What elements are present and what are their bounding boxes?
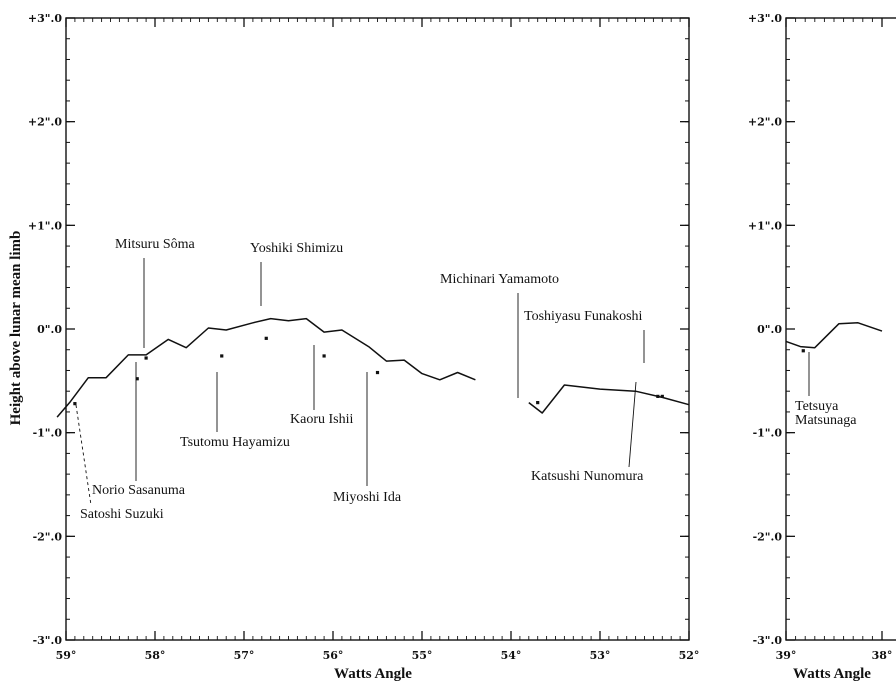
main-y-tick-label: +2".0 [28, 116, 62, 129]
inset-y-tick-label: 0".0 [757, 323, 782, 336]
inset-ticks-layer: +3".0 +2".0 +1".0 0".0 -1".0 -2".0 -3".0 39° 38° [748, 12, 893, 662]
inset-y-tick-label: +2".0 [748, 116, 782, 129]
main-observation-point [322, 354, 326, 358]
main-x-tick-label: 58° [145, 649, 166, 662]
main-limb-profile-line [56, 317, 476, 418]
main-y-tick-label: 0".0 [37, 323, 62, 336]
x-axis-title: Watts Angle [334, 666, 412, 682]
observer-label-tsutomu-hayamizu: Tsutomu Hayamizu [180, 435, 290, 450]
observer-label-tetsuya-matsunaga-line2: Matsunaga [795, 413, 857, 428]
inset-y-tick-label: +1".0 [748, 219, 782, 232]
main-y-tick-label: +1".0 [28, 219, 62, 232]
main-observation-point [375, 370, 380, 375]
observer-label-miyoshi-ida: Miyoshi Ida [333, 490, 402, 505]
main-x-tick-label: 57° [234, 649, 255, 662]
main-observation-point [144, 356, 148, 360]
main-observation-point [264, 336, 268, 340]
main-limb-profile-line [528, 384, 690, 414]
inset-x-tick-label: 39° [776, 649, 797, 662]
inset-observation-point [801, 349, 805, 353]
main-x-tick-label: 54° [501, 649, 522, 662]
observer-label-michinari-yamamoto: Michinari Yamamoto [440, 272, 559, 287]
main-observation-point [135, 377, 139, 381]
leader-line-katsushi-nunomura [628, 381, 637, 468]
main-x-tick-label: 59° [56, 649, 77, 662]
observer-label-norio-sasanuma: Norio Sasanuma [92, 483, 186, 498]
main-y-tick-label: -1".0 [33, 427, 63, 440]
main-x-tick-label: 56° [323, 649, 344, 662]
inset-y-tick-label: -1".0 [753, 427, 783, 440]
observer-label-katsushi-nunomura: Katsushi Nunomura [531, 469, 644, 484]
leader-line-satoshi-suzuki [75, 404, 92, 506]
inset-plot-frame [785, 17, 896, 641]
observer-label-satoshi-suzuki: Satoshi Suzuki [80, 507, 164, 522]
inset-limb-profile-line [785, 322, 883, 349]
main-x-tick-label: 53° [590, 649, 611, 662]
main-series-layer: Satoshi Suzuki Norio Sasanuma Mitsuru Sôma… [56, 237, 690, 522]
inset-y-tick-label: -3".0 [753, 634, 783, 647]
main-y-tick-label: -3".0 [33, 634, 63, 647]
inset-x-axis-title: Watts Angle [793, 666, 871, 682]
observer-label-tetsuya-matsunaga: Tetsuya [795, 399, 839, 414]
main-y-tick-label: +3".0 [28, 12, 62, 25]
main-x-tick-label: 52° [679, 649, 700, 662]
observer-label-yoshiki-shimizu: Yoshiki Shimizu [250, 241, 343, 256]
main-y-tick-label: -2".0 [33, 530, 63, 543]
observer-label-kaoru-ishii: Kaoru Ishii [290, 412, 353, 427]
main-observation-point [536, 401, 540, 405]
main-observation-point [660, 394, 664, 398]
main-observation-point [656, 394, 660, 398]
y-axis-title: Height above lunar mean limb [8, 231, 24, 426]
inset-y-tick-label: -2".0 [753, 530, 783, 543]
main-plot-frame [65, 17, 690, 641]
main-observation-point [220, 354, 224, 358]
main-observation-point [73, 402, 77, 406]
observer-label-mitsuru-s-ma: Mitsuru Sôma [115, 237, 196, 252]
main-ticks-layer: +3".0 +2".0 +1".0 0".0 -1".0 -2".0 -3".0 59° 58°… [28, 12, 700, 662]
inset-y-tick-label: +3".0 [748, 12, 782, 25]
main-x-tick-label: 55° [412, 649, 433, 662]
inset-x-tick-label: 38° [872, 649, 893, 662]
observer-label-toshiyasu-funakoshi: Toshiyasu Funakoshi [524, 309, 643, 324]
